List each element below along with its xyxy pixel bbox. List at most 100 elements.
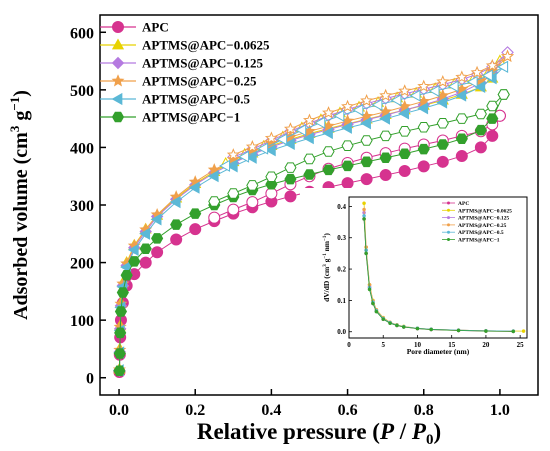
inset-series-line xyxy=(363,218,514,332)
inset-x-tick-label: 5 xyxy=(381,341,385,349)
main-legend: APC APTMS@APC−0.0625 APTMS@APC−0.125 APTMS@… xyxy=(100,20,270,125)
inset-legend-entry: APTMS@APC−0.0625 xyxy=(442,208,512,214)
adsorption-point xyxy=(321,126,333,140)
desorption-point xyxy=(219,159,231,172)
adsorption-point xyxy=(189,223,202,236)
x-title-var: P xyxy=(379,419,395,444)
adsorption-point xyxy=(139,227,151,240)
adsorption-point xyxy=(150,213,162,226)
adsorption-point xyxy=(139,243,152,255)
desorption-point xyxy=(371,98,383,111)
adsorption-point xyxy=(113,348,126,359)
series-5 xyxy=(113,89,510,377)
x-tick-label: 0.4 xyxy=(261,402,281,419)
desorption-point xyxy=(501,49,514,62)
x-title-sep: / xyxy=(394,419,412,444)
desorption-point xyxy=(481,69,493,82)
desorption-point xyxy=(455,70,469,83)
inset-data-point xyxy=(371,301,375,306)
desorption-point xyxy=(245,140,259,153)
legend-label: APTMS@APC−0.125 xyxy=(142,56,263,71)
x-title-var2: P xyxy=(411,419,427,444)
y-title-end: ) xyxy=(10,90,32,97)
inset-y-tick-label: 0.2 xyxy=(337,266,346,274)
desorption-point xyxy=(341,140,354,151)
legend-marker xyxy=(112,21,124,33)
desorption-point xyxy=(284,162,297,173)
inset-x-axis-title: Pore diameter (nm) xyxy=(407,347,470,356)
inset-data-point xyxy=(362,217,366,221)
inset-legend-marker xyxy=(447,223,450,227)
inset-background xyxy=(300,188,535,363)
desorption-point xyxy=(227,203,240,216)
adsorption-point xyxy=(417,102,429,115)
desorption-point xyxy=(417,122,430,133)
desorption-point xyxy=(265,187,278,200)
inset-y-title-text: dV/dD (cm xyxy=(322,266,331,302)
desorption-point xyxy=(303,113,316,126)
inset-y-tick-label: 0.3 xyxy=(337,234,346,242)
y-title-sup1: 3 xyxy=(7,125,22,132)
inset-legend-marker xyxy=(447,201,450,205)
desorption-point xyxy=(360,135,373,146)
y-tick-label: 300 xyxy=(70,198,94,215)
desorption-point xyxy=(379,88,393,102)
adsorption-point xyxy=(226,160,238,173)
inset-data-point xyxy=(511,329,516,334)
adsorption-point xyxy=(455,89,467,102)
adsorption-point xyxy=(486,129,499,142)
x-tick-label: 0.8 xyxy=(414,402,434,419)
inset-legend-entry: APC xyxy=(442,201,469,207)
inset-legend-label: APC xyxy=(458,201,469,207)
adsorption-point xyxy=(341,177,354,190)
desorption-point xyxy=(322,146,335,157)
inset-data-point xyxy=(388,321,392,326)
y-tick-label: 200 xyxy=(70,256,94,273)
desorption-point xyxy=(436,117,449,129)
desorption-point xyxy=(470,65,484,79)
main-y-axis-title: Adsorbed volume (cm3 g−1) xyxy=(7,90,32,320)
inset-series-5 xyxy=(362,217,516,334)
inset-data-point xyxy=(395,323,399,328)
adsorption-point xyxy=(114,327,127,339)
inset-legend-entry: APTMS@APC−0.25 xyxy=(442,223,507,229)
inset-legend-label: APTMS@APC−0.0625 xyxy=(458,208,512,214)
desorption-point xyxy=(485,58,499,72)
adsorption-point xyxy=(128,256,141,267)
desorption-point xyxy=(208,196,221,207)
inset-legend-entry: APTMS@APC−0.125 xyxy=(442,216,509,222)
y-title-mid: g xyxy=(10,111,32,126)
desorption-point xyxy=(474,108,487,120)
inset-y-sup1: 3 xyxy=(323,264,328,267)
adsorption-point xyxy=(170,219,183,230)
inset-y-tick-label: 0.4 xyxy=(337,203,346,211)
x-title-end: ) xyxy=(433,419,441,444)
inset-x-tick-label: 25 xyxy=(517,341,525,349)
inset-data-point xyxy=(381,317,386,322)
main-x-axis-title: Relative pressure (P / P0) xyxy=(197,419,441,448)
y-tick-label: 0 xyxy=(86,371,94,388)
adsorption-point xyxy=(188,181,200,194)
inset-y-mid2: nm xyxy=(322,240,331,253)
x-tick-label: 0.0 xyxy=(109,402,129,419)
legend-entry: APTMS@APC−0.0625 xyxy=(100,38,270,53)
inset-data-point xyxy=(367,287,372,292)
legend-label: APTMS@APC−1 xyxy=(142,110,240,125)
inset-legend-entry: APTMS@APC−0.5 xyxy=(442,230,504,236)
adsorption-point xyxy=(417,160,430,173)
inset-legend-label: APTMS@APC−0.25 xyxy=(458,223,507,229)
main-series-group xyxy=(112,46,514,378)
desorption-point xyxy=(447,80,459,93)
inset-x-tick-label: 20 xyxy=(482,341,490,349)
adsorption-point xyxy=(398,148,411,160)
x-title-sub: 0 xyxy=(426,432,434,448)
desorption-point xyxy=(436,74,450,88)
legend-entry: APTMS@APC−0.25 xyxy=(100,74,257,89)
desorption-point xyxy=(497,89,510,100)
adsorption-point xyxy=(189,208,202,219)
adsorption-point xyxy=(169,196,181,209)
adsorption-point xyxy=(283,137,295,151)
legend-label: APTMS@APC−0.0625 xyxy=(142,38,270,53)
inset-legend: APCAPTMS@APC−0.0625APTMS@APC−0.125APTMS@… xyxy=(442,201,512,244)
